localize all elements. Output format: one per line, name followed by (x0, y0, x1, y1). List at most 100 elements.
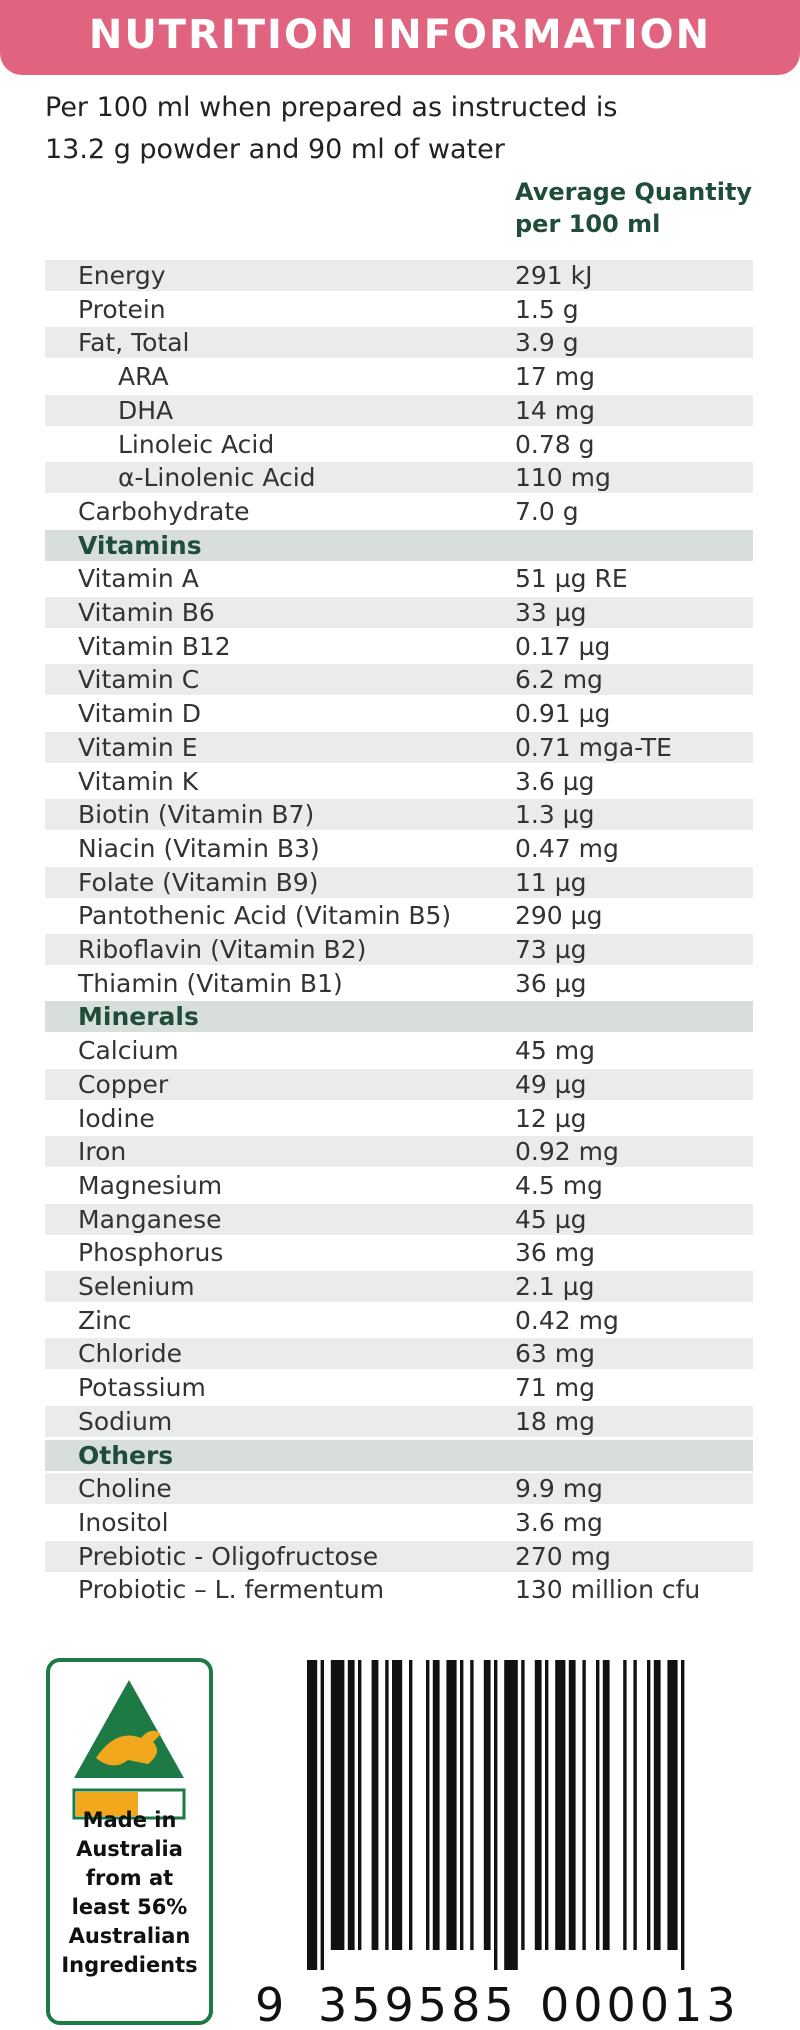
barcode-bar (320, 1660, 324, 1970)
nutrient-value: 0.71 mga-TE (515, 732, 672, 762)
nutrient-name: Protein (78, 294, 166, 324)
nutrient-name: Linoleic Acid (118, 429, 275, 459)
nutrient-name: Vitamin A (78, 564, 199, 594)
barcode-digit: 359585 (318, 1978, 518, 2030)
nutrient-value: 9.9 mg (515, 1474, 603, 1504)
nutrient-name: Riboflavin (Vitamin B2) (78, 935, 367, 964)
row-bg (45, 866, 753, 898)
nutrient-name: Chloride (78, 1339, 183, 1369)
logo-line: Ingredients (61, 1953, 198, 1977)
row-bg (45, 832, 753, 864)
nutrient-value: 110 mg (515, 463, 611, 493)
nutrient-value: 7.0 g (515, 496, 579, 526)
nutrient-value: 36 µg (515, 968, 587, 998)
nutrient-value: 0.78 g (515, 429, 595, 459)
barcode-bar (426, 1660, 430, 1950)
row-bg (45, 1506, 753, 1538)
nutrient-value: 1.5 g (515, 294, 579, 324)
barcode-bar (623, 1660, 627, 1950)
logo-line: Australian (68, 1924, 191, 1948)
nutrient-name: Probiotic – L. fermentum (78, 1575, 385, 1605)
logo-border (46, 1658, 213, 2025)
nutrient-value: 11 µg (515, 867, 587, 897)
barcode-bar (358, 1660, 362, 1950)
row-bg (45, 799, 753, 831)
nutrient-name: Vitamin D (78, 699, 201, 729)
nutrient-name: Carbohydrate (78, 496, 250, 526)
row-bg (45, 934, 753, 965)
row-bg (45, 1574, 753, 1606)
row-bg (45, 1338, 753, 1370)
barcode-digit: 000013 (540, 1978, 740, 2030)
row-bg (45, 597, 753, 628)
nutrient-value: 45 µg (515, 1204, 587, 1234)
barcode-bar (653, 1660, 661, 1950)
nutrient-name: Vitamin C (78, 665, 200, 695)
nutrient-value: 17 mg (515, 362, 595, 392)
row-bg (45, 394, 753, 426)
nutrient-name: Iron (78, 1137, 127, 1167)
row-bg (45, 1540, 753, 1572)
nutrient-value: 3.9 g (515, 328, 579, 358)
barcode-bar (504, 1660, 518, 1970)
barcode-bar (667, 1660, 678, 1950)
logo-bar-fill (76, 1792, 138, 1816)
barcode-bar (347, 1660, 355, 1950)
barcode-bar (330, 1660, 345, 1950)
nutrient-value: 14 mg (515, 395, 595, 425)
column-header: Average Quantity (515, 178, 753, 206)
barcode-bar (409, 1660, 413, 1950)
row-bg (45, 1203, 753, 1235)
row-bg (45, 428, 753, 460)
logo-line: Made in (82, 1808, 177, 1832)
barcode-bar (568, 1660, 576, 1950)
nutrient-name: Selenium (78, 1272, 195, 1301)
nutrient-value: 45 mg (515, 1036, 595, 1066)
barcode-bar (545, 1660, 549, 1950)
row-bg (45, 1439, 753, 1471)
logo-kangaroo (96, 1730, 161, 1766)
barcode-bar (633, 1660, 637, 1950)
row-bg (45, 1035, 753, 1067)
row-bg (45, 1136, 753, 1168)
barcode-bar (483, 1660, 491, 1950)
nutrient-value: 12 µg (515, 1103, 587, 1133)
logo-line: from at (85, 1866, 174, 1890)
row-bg (45, 731, 753, 763)
nutrient-value: 0.47 mg (515, 833, 619, 863)
nutrient-value: 291 kJ (515, 261, 593, 290)
barcode-bar (647, 1660, 651, 1950)
section-heading: Minerals (78, 1002, 199, 1032)
nutrient-value: 3.6 mg (515, 1507, 603, 1537)
barcode-bar (681, 1660, 685, 1970)
nutrient-value: 0.42 mg (515, 1305, 619, 1335)
header-band (0, 0, 800, 75)
nutrient-name: Copper (78, 1069, 169, 1099)
nutrient-name: Iodine (78, 1103, 155, 1133)
nutrient-name: Phosphorus (78, 1238, 224, 1268)
row-bg (45, 293, 753, 325)
row-bg (45, 765, 753, 797)
barcode-bar (534, 1660, 542, 1950)
barcode-bar (460, 1660, 464, 1950)
row-bg (45, 900, 753, 932)
nutrient-value: 6.2 mg (515, 665, 603, 695)
logo-line: least 56% (71, 1895, 188, 1919)
nutrient-name: Biotin (Vitamin B7) (78, 800, 315, 830)
row-bg (45, 1169, 753, 1201)
nutrient-value: 33 µg (515, 598, 587, 627)
row-bg (45, 698, 753, 730)
barcode-bar (392, 1660, 403, 1950)
nutrient-value: 3.6 µg (515, 766, 595, 796)
nutrient-name: Vitamin B6 (78, 598, 215, 627)
row-bg (45, 1102, 753, 1134)
barcode-bar (521, 1660, 525, 1950)
row-bg (45, 462, 753, 494)
row-bg (45, 967, 753, 999)
nutrient-value: 49 µg (515, 1069, 587, 1099)
nutrient-name: ARA (118, 362, 169, 392)
nutrient-name: Magnesium (78, 1170, 223, 1200)
row-bg (45, 529, 753, 561)
barcode-bar (371, 1660, 379, 1950)
